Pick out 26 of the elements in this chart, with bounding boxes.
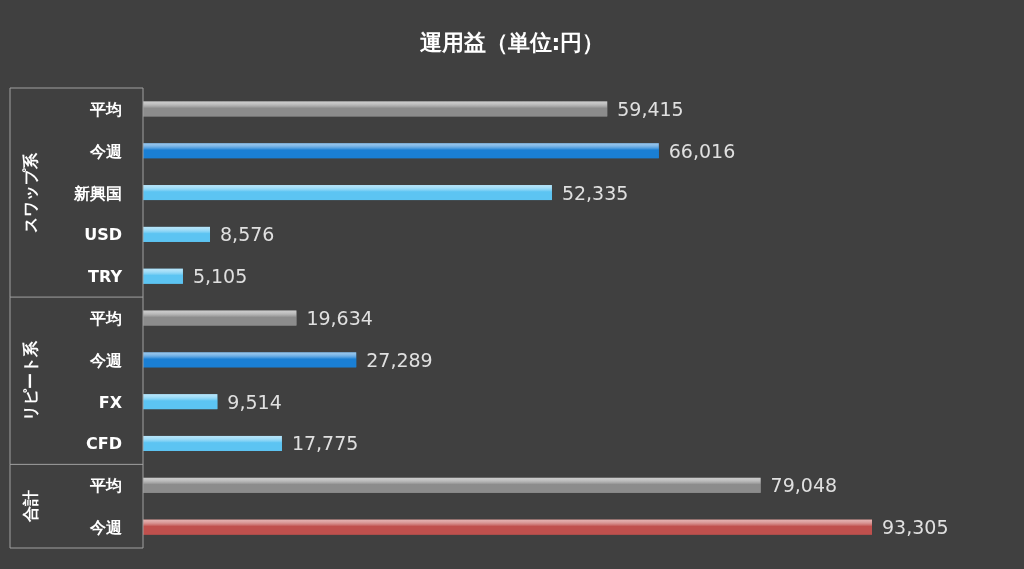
- text: 合計: [21, 490, 40, 524]
- data-label: 59,415: [617, 97, 684, 120]
- data-label: 93,305: [882, 516, 949, 539]
- y-tick-label: USD: [84, 225, 122, 245]
- data-label: 8,576: [220, 223, 275, 246]
- data-label: 5,105: [192, 265, 248, 288]
- y-tick-label: 平均: [89, 476, 122, 496]
- y-tick-label: FX: [98, 392, 123, 412]
- data-label: 52,335: [561, 181, 629, 204]
- text: スワップ系: [21, 151, 40, 233]
- y-tick-label: TRY: [88, 267, 123, 287]
- data-label: 17,775: [291, 432, 359, 455]
- data-label: 19,634: [306, 307, 373, 329]
- y-tick-label: 平均: [89, 309, 122, 328]
- data-label: 79,048: [770, 474, 838, 497]
- y-tick-label: 新興国: [73, 183, 122, 203]
- chart-title: 運用益（単位:円）: [419, 30, 605, 55]
- y-tick-label: 今週: [89, 350, 123, 370]
- y-tick-label: 今週: [89, 518, 123, 538]
- data-label: 66,016: [668, 139, 736, 162]
- text: リピート系: [21, 339, 40, 421]
- data-label: 27,289: [366, 348, 433, 371]
- y-tick-label: CFD: [86, 434, 122, 454]
- data-label: 9,514: [227, 390, 282, 413]
- y-tick-label: 今週: [89, 141, 123, 161]
- y-tick-label: 平均: [89, 99, 122, 119]
